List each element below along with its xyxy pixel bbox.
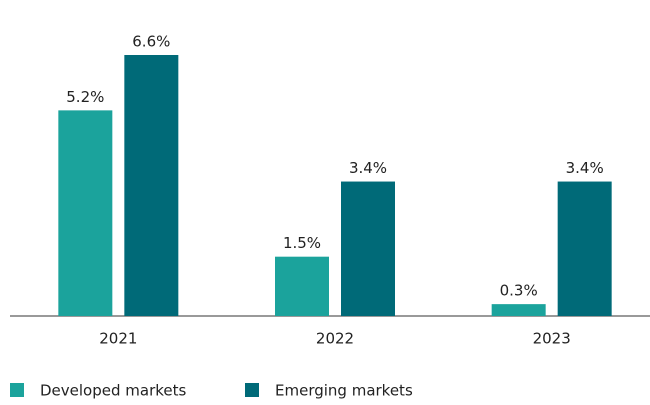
data-label: 0.3% xyxy=(500,282,538,300)
bar xyxy=(124,55,179,316)
x-tick-label: 2022 xyxy=(316,330,354,348)
data-label: 6.6% xyxy=(132,33,170,51)
bar xyxy=(557,181,612,316)
data-label: 3.4% xyxy=(349,159,387,177)
legend-label: Developed markets xyxy=(40,382,187,400)
legend-label: Emerging markets xyxy=(275,382,413,400)
bar xyxy=(341,181,395,316)
data-label: 5.2% xyxy=(66,88,104,106)
bar xyxy=(58,110,113,316)
legend-swatch xyxy=(10,383,24,397)
legend-swatch xyxy=(245,383,259,397)
bar xyxy=(275,256,329,316)
bar xyxy=(491,304,546,316)
x-tick-label: 2021 xyxy=(99,330,137,348)
data-label: 1.5% xyxy=(283,234,321,252)
data-label: 3.4% xyxy=(566,159,604,177)
x-tick-label: 2023 xyxy=(533,330,571,348)
